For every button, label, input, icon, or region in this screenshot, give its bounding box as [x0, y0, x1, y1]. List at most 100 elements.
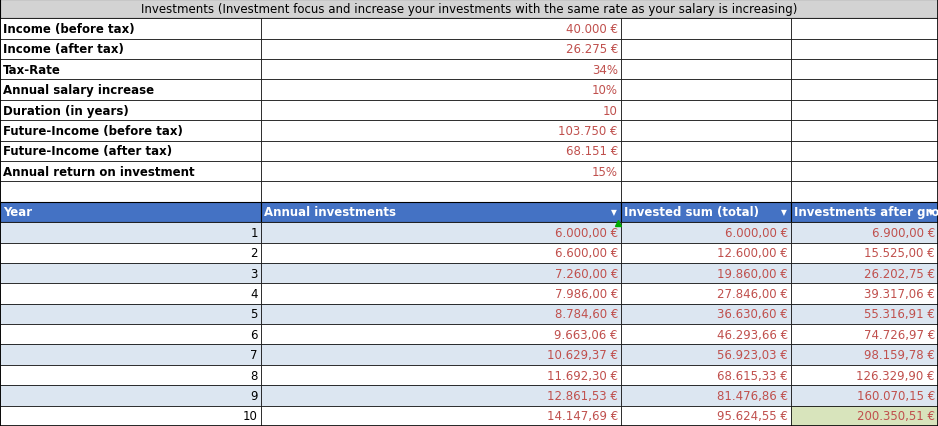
Text: 2: 2: [250, 247, 258, 259]
Text: 7.260,00 €: 7.260,00 €: [554, 267, 618, 280]
Text: Investments after growth: Investments after growth: [794, 206, 938, 219]
Text: 1: 1: [250, 226, 258, 239]
Bar: [621, 121, 791, 141]
Text: 74.726,97 €: 74.726,97 €: [864, 328, 935, 341]
Bar: [261, 345, 621, 365]
Bar: [0, 141, 261, 161]
Text: 10.629,37 €: 10.629,37 €: [547, 348, 618, 361]
Bar: [261, 324, 621, 345]
Text: 36.630,60 €: 36.630,60 €: [717, 308, 788, 321]
Text: 15.525,00 €: 15.525,00 €: [865, 247, 935, 259]
Bar: [261, 263, 621, 284]
Bar: [621, 324, 791, 345]
Bar: [791, 141, 938, 161]
Bar: [791, 223, 938, 243]
Bar: [0, 40, 261, 60]
Bar: [621, 223, 791, 243]
Bar: [621, 19, 791, 40]
Text: 10: 10: [603, 104, 618, 117]
Text: 68.151 €: 68.151 €: [566, 145, 618, 158]
Text: 6.000,00 €: 6.000,00 €: [725, 226, 788, 239]
Text: 200.350,51 €: 200.350,51 €: [857, 409, 935, 422]
Text: Year: Year: [3, 206, 32, 219]
Bar: [261, 223, 621, 243]
Text: 15%: 15%: [592, 165, 618, 178]
Text: 26.275 €: 26.275 €: [566, 43, 618, 56]
Bar: [791, 406, 938, 426]
Text: 3: 3: [250, 267, 258, 280]
Bar: [791, 40, 938, 60]
Text: 10%: 10%: [592, 84, 618, 97]
Text: Future-Income (before tax): Future-Income (before tax): [3, 125, 183, 138]
Text: 68.615,33 €: 68.615,33 €: [717, 368, 788, 382]
Text: 6.600,00 €: 6.600,00 €: [554, 247, 618, 259]
Bar: [621, 263, 791, 284]
Bar: [261, 365, 621, 386]
Text: 8.784,60 €: 8.784,60 €: [554, 308, 618, 321]
Bar: [621, 284, 791, 304]
Text: 6: 6: [250, 328, 258, 341]
Text: Annual salary increase: Annual salary increase: [3, 84, 154, 97]
Bar: [0, 19, 261, 40]
Bar: [0, 182, 261, 202]
Bar: [0, 202, 261, 223]
Bar: [621, 202, 791, 223]
Text: 98.159,78 €: 98.159,78 €: [864, 348, 935, 361]
Bar: [261, 141, 621, 161]
Bar: [791, 243, 938, 263]
Bar: [0, 161, 261, 182]
Text: 12.861,53 €: 12.861,53 €: [547, 389, 618, 402]
Text: 8: 8: [250, 368, 258, 382]
Bar: [261, 182, 621, 202]
Text: ▼: ▼: [780, 208, 787, 217]
Bar: [261, 121, 621, 141]
Bar: [261, 406, 621, 426]
Bar: [791, 202, 938, 223]
Text: 9: 9: [250, 389, 258, 402]
Text: Income (before tax): Income (before tax): [3, 23, 135, 36]
Bar: [791, 19, 938, 40]
Text: 14.147,69 €: 14.147,69 €: [547, 409, 618, 422]
Bar: [0, 304, 261, 324]
Bar: [0, 101, 261, 121]
Text: 40.000 €: 40.000 €: [566, 23, 618, 36]
Bar: [0, 121, 261, 141]
Text: 126.329,90 €: 126.329,90 €: [856, 368, 935, 382]
Text: 5: 5: [250, 308, 258, 321]
Text: 11.692,30 €: 11.692,30 €: [547, 368, 618, 382]
Bar: [791, 365, 938, 386]
Bar: [0, 263, 261, 284]
Text: Duration (in years): Duration (in years): [3, 104, 129, 117]
Text: Income (after tax): Income (after tax): [3, 43, 124, 56]
Text: 39.317,06 €: 39.317,06 €: [864, 287, 935, 300]
Bar: [621, 243, 791, 263]
Bar: [791, 121, 938, 141]
Bar: [261, 202, 621, 223]
Bar: [0, 0, 938, 19]
Bar: [791, 80, 938, 101]
Text: 26.202,75 €: 26.202,75 €: [864, 267, 935, 280]
Bar: [261, 304, 621, 324]
Bar: [0, 365, 261, 386]
Bar: [0, 406, 261, 426]
Bar: [621, 161, 791, 182]
Text: 9.663,06 €: 9.663,06 €: [554, 328, 618, 341]
Bar: [0, 223, 261, 243]
Bar: [621, 365, 791, 386]
Text: 56.923,03 €: 56.923,03 €: [717, 348, 788, 361]
Text: Investments (Investment focus and increase your investments with the same rate a: Investments (Investment focus and increa…: [141, 3, 797, 16]
Bar: [0, 60, 261, 80]
Text: 160.070,15 €: 160.070,15 €: [856, 389, 935, 402]
Text: 95.624,55 €: 95.624,55 €: [717, 409, 788, 422]
Bar: [791, 101, 938, 121]
Text: Tax-Rate: Tax-Rate: [3, 63, 61, 77]
Bar: [621, 60, 791, 80]
Text: 6.900,00 €: 6.900,00 €: [871, 226, 935, 239]
Bar: [0, 345, 261, 365]
Bar: [621, 386, 791, 406]
Bar: [791, 60, 938, 80]
Text: 10: 10: [243, 409, 258, 422]
Bar: [261, 80, 621, 101]
Bar: [0, 80, 261, 101]
Text: 27.846,00 €: 27.846,00 €: [717, 287, 788, 300]
